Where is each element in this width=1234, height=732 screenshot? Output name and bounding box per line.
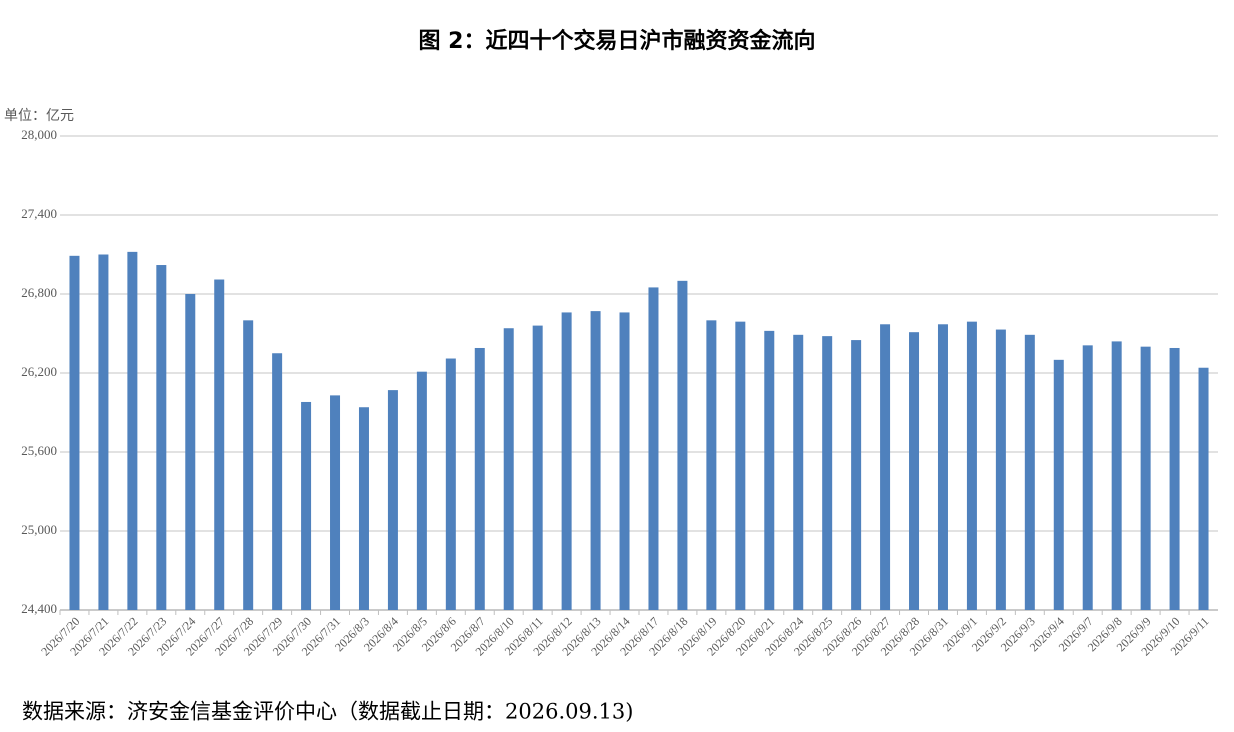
bar: [330, 395, 341, 610]
bar: [1198, 367, 1209, 610]
bar: [358, 407, 369, 610]
bar: [387, 390, 398, 610]
y-tick-label: 27,400: [21, 206, 57, 221]
bar: [98, 254, 109, 610]
bar: [590, 311, 601, 610]
bar: [793, 334, 804, 610]
bar: [1140, 346, 1151, 610]
bar: [445, 358, 456, 610]
bar: [851, 340, 862, 610]
source-note: 数据来源：济安金信基金评价中心（数据截止日期：2026.09.13): [22, 700, 633, 724]
bar: [1169, 347, 1180, 610]
bar: [1082, 345, 1093, 610]
bar: [1111, 341, 1122, 610]
bar: [735, 321, 746, 610]
bar: [764, 330, 775, 610]
y-tick-label: 28,000: [21, 127, 57, 142]
bar: [619, 312, 630, 610]
y-tick-label: 25,600: [21, 443, 57, 458]
bar: [156, 265, 167, 610]
bar: [1024, 334, 1035, 610]
bar: [880, 324, 891, 610]
y-tick-label: 25,000: [21, 522, 57, 537]
bar: [503, 328, 514, 610]
bar: [185, 294, 196, 610]
bar: [648, 287, 659, 610]
bar: [561, 312, 572, 610]
bar: [966, 321, 977, 610]
bar: [243, 320, 254, 610]
bar: [937, 324, 948, 610]
bar: [301, 401, 312, 610]
bar: [214, 279, 225, 610]
bar: [416, 371, 427, 610]
y-tick-label: 26,800: [21, 285, 57, 300]
bar: [706, 320, 717, 610]
bar: [127, 251, 138, 610]
unit-label: 单位：亿元: [4, 108, 74, 124]
bar: [677, 280, 688, 610]
bar: [822, 336, 833, 610]
y-tick-label: 26,200: [21, 364, 57, 379]
y-tick-label: 24,400: [21, 601, 57, 616]
bar: [69, 255, 80, 611]
bar: [272, 353, 283, 610]
bar: [995, 329, 1006, 610]
bar: [474, 347, 485, 610]
bar: [532, 325, 543, 610]
chart-title: 图 2：近四十个交易日沪市融资资金流向: [419, 28, 816, 54]
bar: [1053, 359, 1064, 610]
bar: [909, 332, 920, 610]
